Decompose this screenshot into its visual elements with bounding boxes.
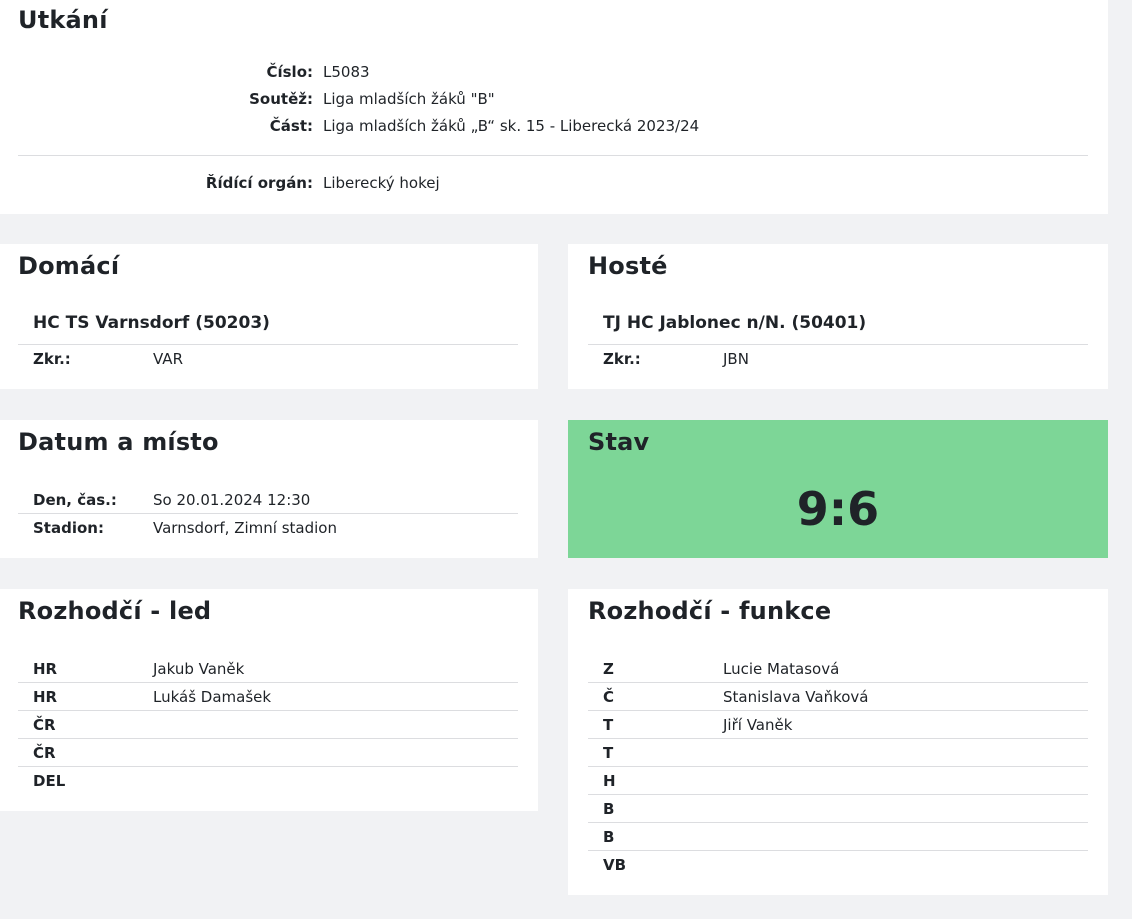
datetime-stadium-label: Stadion: [33,519,104,537]
datetime-row-stadium: Stadion: Varnsdorf, Zimní stadion [18,513,518,542]
match-card: Utkání Číslo: L5083 Soutěž: Liga mladšíc… [0,0,1108,214]
referee-ice-row: HR Lukáš Damašek [18,682,518,711]
referee-function-name: Jiří Vaněk [723,716,793,734]
referee-ice-row: ČR [18,738,518,767]
referee-ice-role: ČR [33,744,56,762]
match-divider [18,155,1088,156]
match-row-governing: Řídící orgán: Liberecký hokej [0,170,600,197]
home-abbr-row: Zkr.: VAR [18,344,518,373]
referees-ice-card: Rozhodčí - led HR Jakub Vaněk HR Lukáš D… [0,589,538,811]
referee-function-row: B [588,794,1088,823]
referee-function-role: B [603,828,615,846]
referee-function-role: H [603,772,616,790]
referees-ice-title: Rozhodčí - led [18,597,212,625]
away-title: Hosté [588,252,668,280]
away-abbr-value: JBN [723,350,749,368]
referee-ice-role: HR [33,688,58,706]
home-team-card: Domácí HC TS Varnsdorf (50203) Zkr.: VAR [0,244,538,389]
referee-function-row: Z Lucie Matasová [588,655,1088,683]
referee-function-row: Č Stanislava Vaňková [588,682,1088,711]
referee-ice-row: ČR [18,710,518,739]
away-abbr-label: Zkr.: [603,350,641,368]
referee-function-role: B [603,800,615,818]
referee-ice-role: HR [33,660,58,678]
datetime-row-day: Den, čas.: So 20.01.2024 12:30 [18,486,518,514]
away-team-name: TJ HC Jablonec n/N. (50401) [603,313,867,333]
referees-function-title: Rozhodčí - funkce [588,597,832,625]
referee-function-row: T [588,738,1088,767]
referee-function-row: B [588,822,1088,851]
datetime-day-label: Den, čas.: [33,491,117,509]
home-abbr-value: VAR [153,350,183,368]
referee-ice-name: Lukáš Damašek [153,688,272,706]
home-team-name: HC TS Varnsdorf (50203) [33,313,270,333]
match-competition-value: Liga mladších žáků "B" [323,90,495,108]
match-part-value: Liga mladších žáků „B“ sk. 15 - Libereck… [323,117,700,135]
score-value: 9:6 [796,482,880,536]
match-number-label: Číslo: [266,63,313,81]
status-card: Stav 9:6 [568,420,1108,558]
datetime-title: Datum a místo [18,428,219,456]
referees-function-card: Rozhodčí - funkce Z Lucie Matasová Č Sta… [568,589,1108,895]
match-row-competition: Soutěž: Liga mladších žáků "B" [0,86,600,113]
match-governing-value: Liberecký hokej [323,174,440,192]
referee-function-row: T Jiří Vaněk [588,710,1088,739]
referee-function-name: Stanislava Vaňková [723,688,869,706]
match-competition-label: Soutěž: [249,90,313,108]
referee-function-role: Z [603,660,614,678]
referee-function-role: VB [603,856,627,874]
match-row-number: Číslo: L5083 [0,59,600,86]
referee-function-row: H [588,766,1088,795]
referee-function-role: T [603,716,614,734]
match-number-value: L5083 [323,63,370,81]
referee-function-role: Č [603,688,615,706]
home-abbr-label: Zkr.: [33,350,71,368]
match-row-part: Část: Liga mladších žáků „B“ sk. 15 - Li… [0,113,699,140]
match-governing-label: Řídící orgán: [205,174,313,192]
away-abbr-row: Zkr.: JBN [588,344,1088,373]
referee-ice-role: ČR [33,716,56,734]
referee-ice-row: HR Jakub Vaněk [18,655,518,683]
referee-ice-role: DEL [33,772,66,790]
match-part-label: Část: [269,117,313,135]
referee-function-name: Lucie Matasová [723,660,840,678]
referee-ice-row: DEL [18,766,518,795]
home-title: Domácí [18,252,120,280]
datetime-card: Datum a místo Den, čas.: So 20.01.2024 1… [0,420,538,558]
match-title: Utkání [18,6,108,34]
datetime-day-value: So 20.01.2024 12:30 [153,491,311,509]
referee-ice-name: Jakub Vaněk [153,660,245,678]
away-team-card: Hosté TJ HC Jablonec n/N. (50401) Zkr.: … [568,244,1108,389]
status-title: Stav [588,428,650,456]
datetime-stadium-value: Varnsdorf, Zimní stadion [153,519,337,537]
referee-function-row: VB [588,850,1088,879]
referee-function-role: T [603,744,614,762]
